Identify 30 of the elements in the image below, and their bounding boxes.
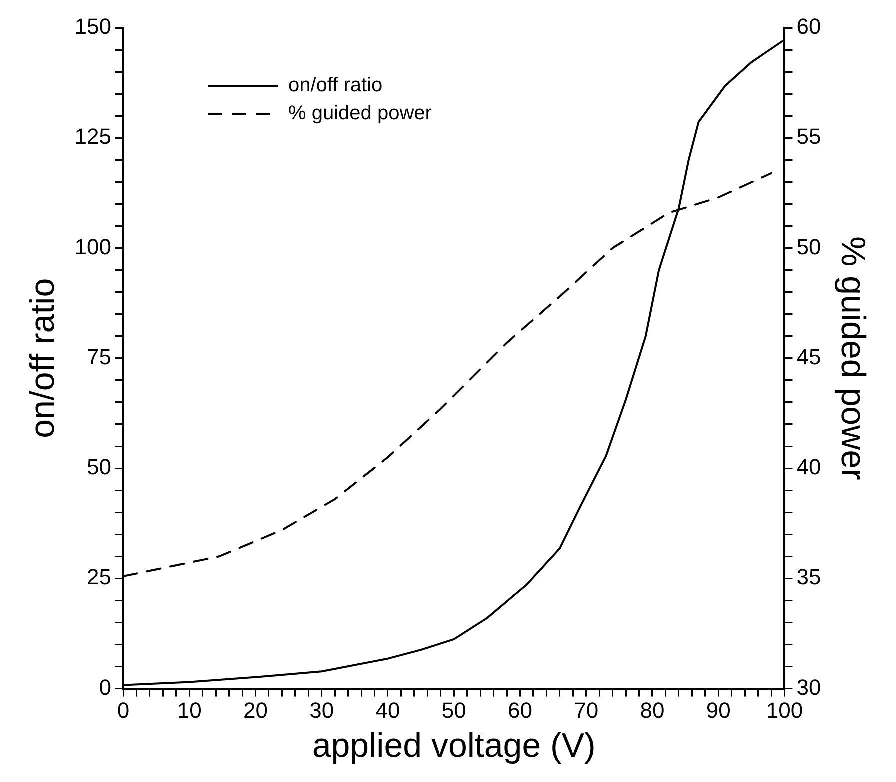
legend-label: on/off ratio — [288, 74, 383, 97]
y-tick-label: 0 — [99, 674, 112, 700]
y2-tick-label: 55 — [796, 124, 822, 150]
y2-tick-label: 50 — [796, 234, 822, 260]
y-tick-label: 125 — [74, 124, 112, 150]
x-axis-title: applied voltage (V) — [312, 726, 596, 765]
x-tick-label: 20 — [244, 698, 268, 724]
x-tick-label: 50 — [442, 698, 466, 724]
x-tick-label: 30 — [310, 698, 334, 724]
x-tick-label: 60 — [508, 698, 532, 724]
y-tick-label: 150 — [74, 14, 112, 40]
x-tick-label: 80 — [640, 698, 665, 724]
y-tick-label: 100 — [74, 234, 112, 260]
y-tick-label: 50 — [87, 454, 112, 480]
x-tick-label: 100 — [766, 698, 804, 724]
x-tick-label: 70 — [574, 698, 599, 724]
x-tick-label: 10 — [177, 698, 202, 724]
legend-label: % guided power — [288, 102, 432, 125]
y2-tick-label: 45 — [796, 344, 822, 370]
y2-axis-title: % guided power — [834, 236, 872, 480]
y-tick-label: 25 — [87, 564, 112, 590]
y2-tick-label: 35 — [796, 564, 822, 590]
y2-tick-label: 30 — [796, 674, 822, 700]
y2-tick-label: 60 — [796, 14, 822, 40]
x-tick-label: 40 — [376, 698, 400, 724]
x-tick-label: 90 — [706, 698, 731, 724]
y-axis-title: on/off ratio — [24, 278, 62, 438]
y-tick-label: 75 — [87, 344, 112, 370]
x-tick-label: 0 — [117, 698, 130, 724]
y2-tick-label: 40 — [796, 454, 822, 480]
